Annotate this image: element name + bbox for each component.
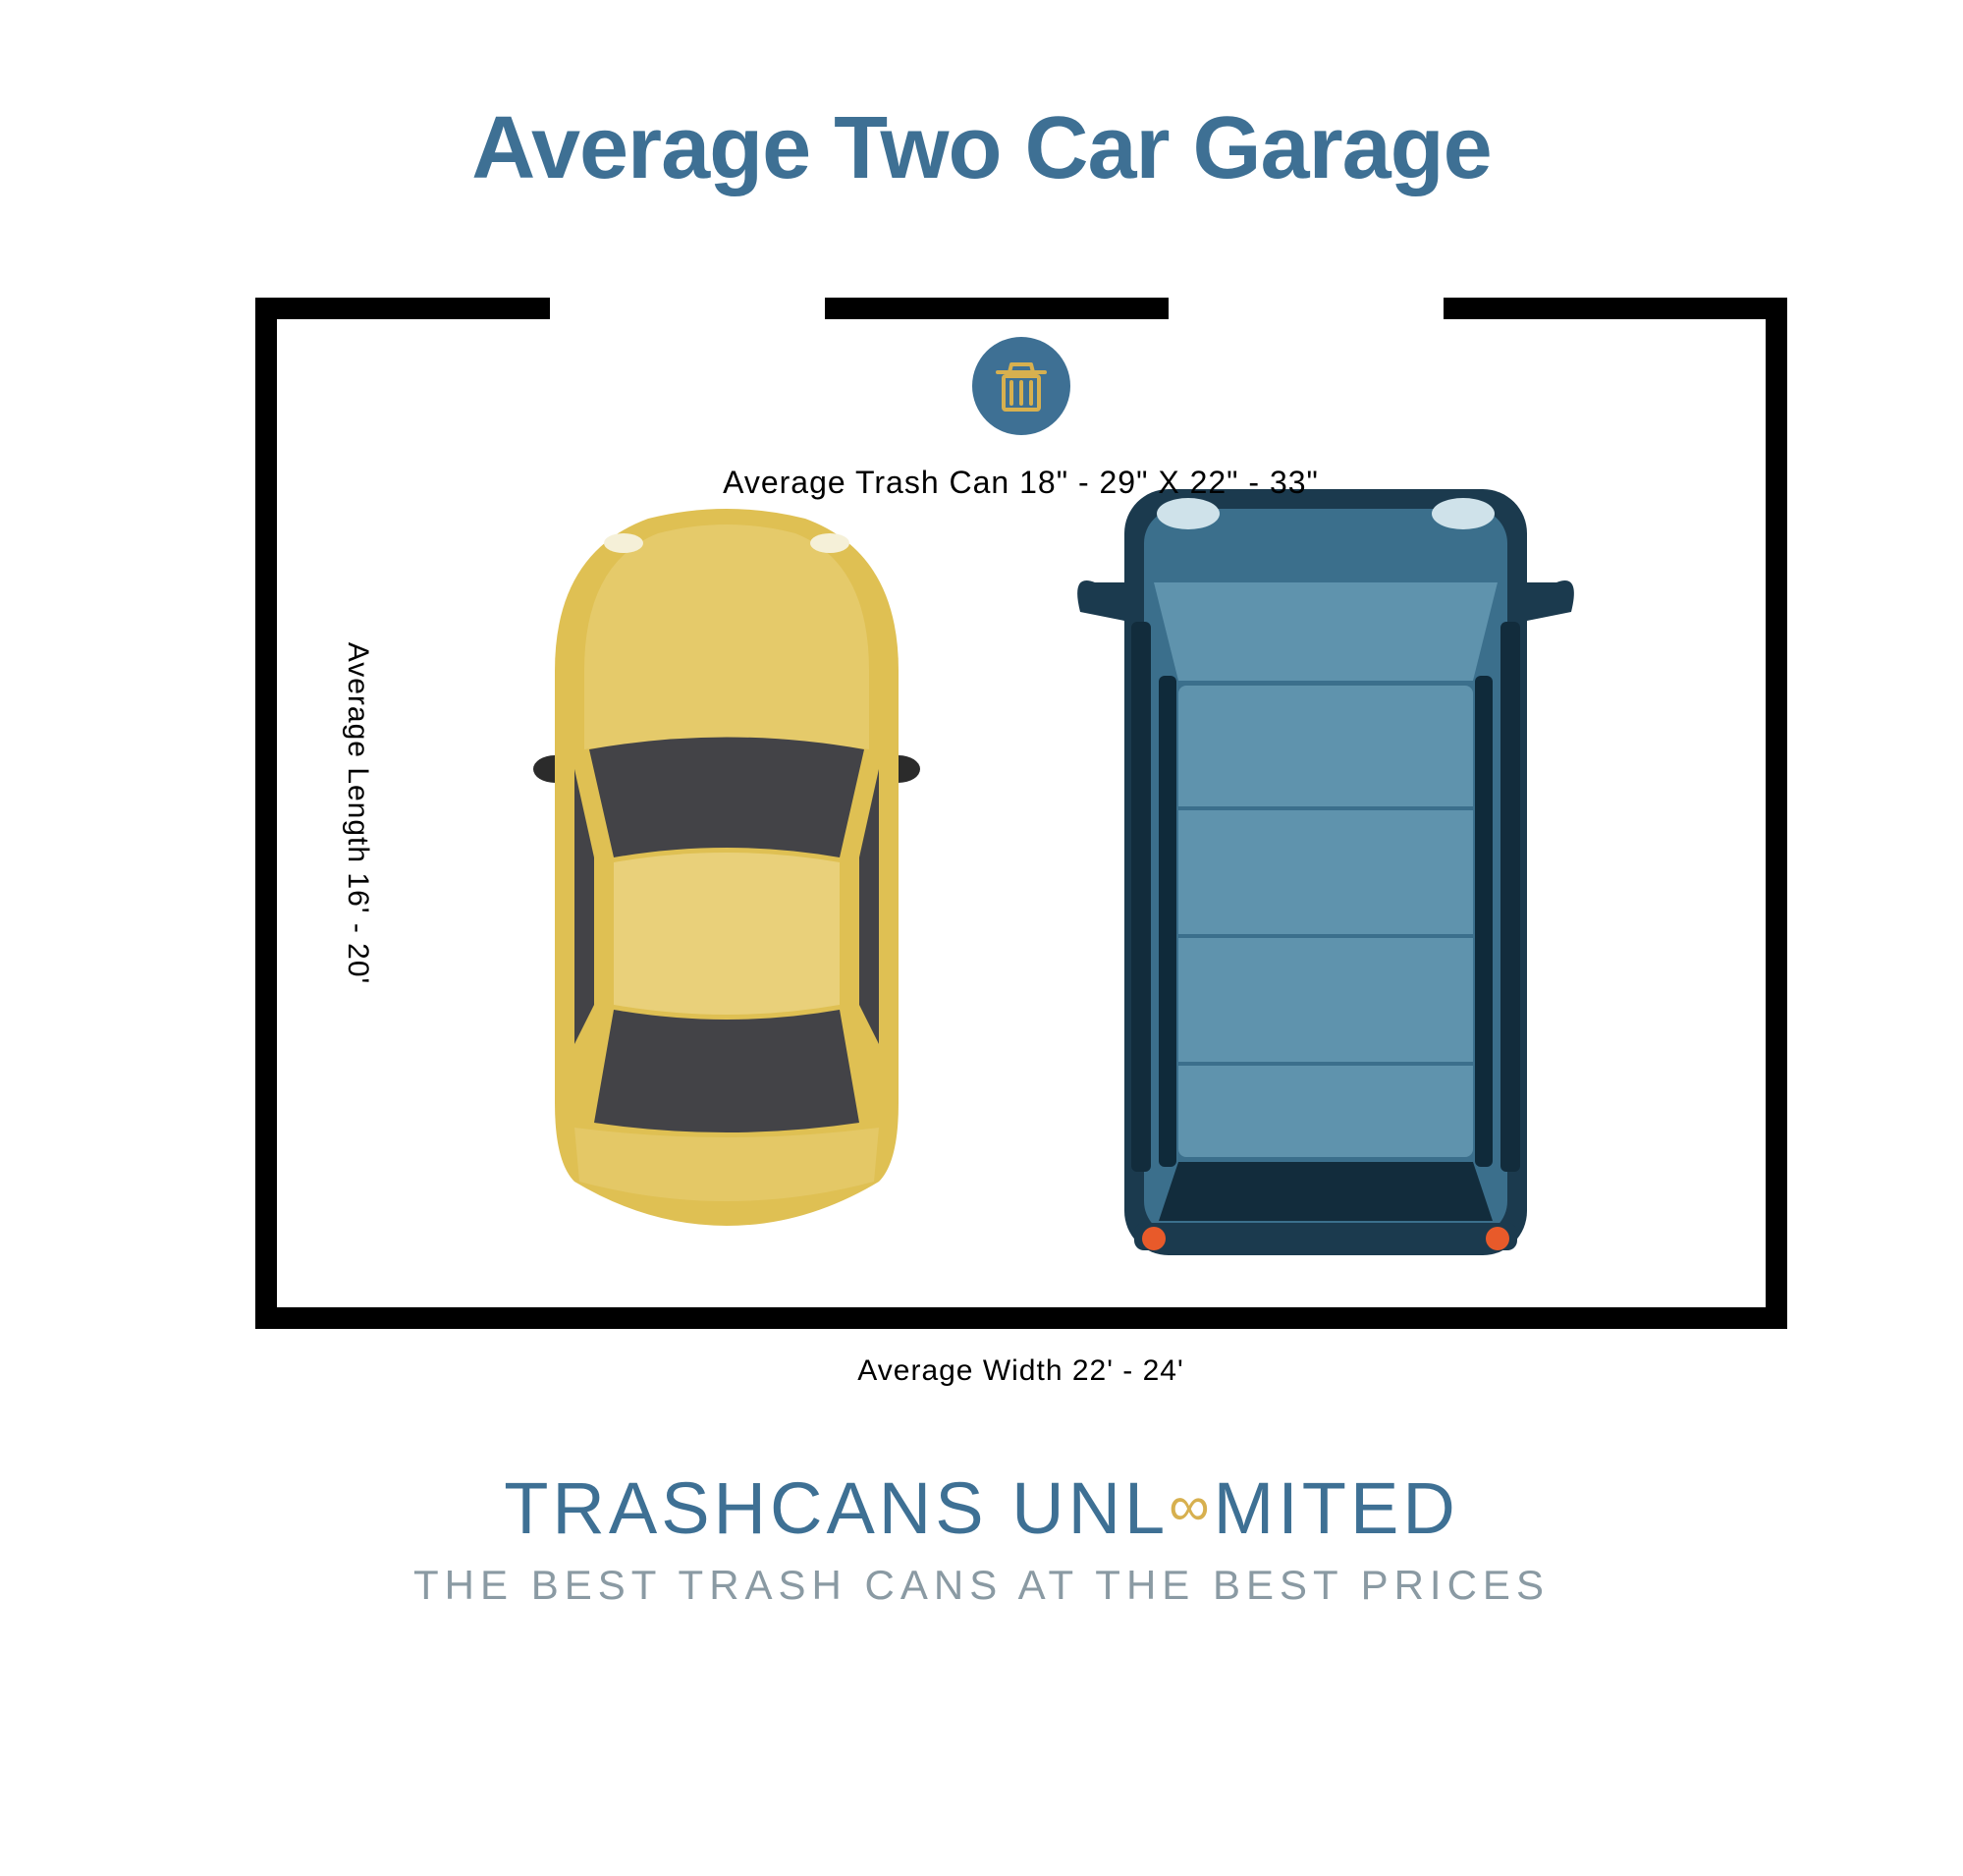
garage-svg <box>255 298 1787 1329</box>
logo-text-part1: TRASHCANS UNL <box>504 1467 1169 1549</box>
garage-walls <box>255 298 1787 1329</box>
logo-text-part2: MITED <box>1214 1467 1459 1549</box>
trash-can-icon <box>972 337 1070 435</box>
page-title: Average Two Car Garage <box>471 98 1491 199</box>
car-sedan <box>533 509 920 1226</box>
length-label: Average Length 16' - 20' <box>341 642 374 984</box>
logo-tagline: THE BEST TRASH CANS AT THE BEST PRICES <box>413 1562 1550 1609</box>
infographic-container: Average Two Car Garage Average Length 16… <box>0 0 1963 1876</box>
infinity-icon: ∞ <box>1169 1474 1213 1538</box>
garage-diagram: Average Length 16' - 20' Average Width 2… <box>255 298 1787 1329</box>
car-suv <box>1077 489 1574 1255</box>
width-label: Average Width 22' - 24' <box>255 1354 1787 1388</box>
brand-logo: TRASHCANS UNL∞MITED THE BEST TRASH CANS … <box>413 1466 1550 1609</box>
trash-can-label: Average Trash Can 18" - 29" X 22" - 33" <box>255 465 1787 501</box>
